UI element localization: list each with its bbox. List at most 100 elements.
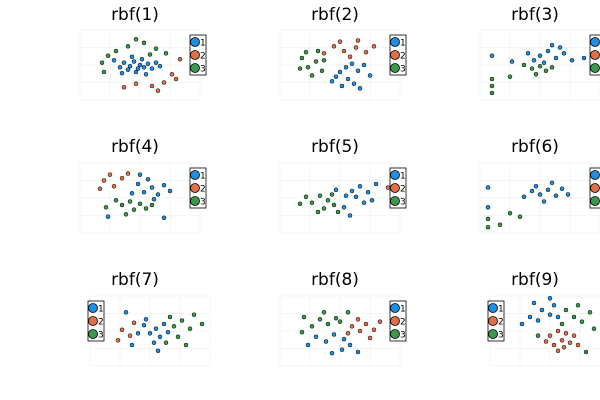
legend-marker-1 <box>590 37 600 47</box>
series-3 <box>297 192 341 215</box>
scatter-point <box>191 312 197 317</box>
scatter-point <box>541 199 547 204</box>
scatter-point <box>161 321 167 327</box>
legend-marker-3 <box>190 196 200 206</box>
scatter-point <box>363 49 369 55</box>
scatter-point <box>575 342 581 348</box>
legend-marker-2 <box>390 183 400 193</box>
series-2 <box>345 317 383 341</box>
panel-title-9: rbf(9) <box>511 270 559 290</box>
scatter-point <box>129 191 135 196</box>
scatter-point <box>337 39 343 44</box>
scatter-point <box>549 42 555 48</box>
legend: 1 2 3 <box>389 34 407 76</box>
scatter-point <box>529 188 535 194</box>
scatter-point <box>537 192 543 197</box>
scatter-point <box>121 84 127 90</box>
legend-label-3: 3 <box>200 65 206 75</box>
scatter-point <box>355 317 361 322</box>
legend: 1 2 3 <box>389 300 407 342</box>
scatter-point <box>187 326 193 331</box>
scatter-point <box>149 66 155 71</box>
panel-7: 1 2 3 <box>87 295 211 367</box>
scatter-point <box>157 63 163 69</box>
legend-label-3: 3 <box>400 65 406 75</box>
legend-marker-2 <box>488 316 498 326</box>
scatter-point <box>151 196 157 202</box>
scatter-point <box>541 60 547 65</box>
scatter-point <box>367 73 373 78</box>
scatter-point <box>329 350 335 356</box>
scatter-point <box>175 334 181 340</box>
legend-label-3: 3 <box>98 331 104 341</box>
scatter-point <box>347 342 353 348</box>
panel-3: 123 <box>479 29 600 101</box>
scatter-point <box>127 333 133 338</box>
scatter-point <box>331 44 337 49</box>
scatter-point <box>113 198 119 203</box>
scatter-point <box>141 322 147 328</box>
panels: 123123123123123123123123123 <box>79 29 600 367</box>
scatter-point <box>349 324 355 329</box>
scatter-point <box>133 81 139 86</box>
scatter-point <box>183 342 189 348</box>
legend-label-1: 1 <box>200 39 206 49</box>
scatter-point <box>543 339 549 344</box>
scatter-point <box>143 72 149 77</box>
scatter-point <box>371 327 377 333</box>
scatter-point <box>555 348 561 354</box>
scatter-point <box>509 59 515 64</box>
scatter-point <box>119 175 125 181</box>
scatter-point <box>357 184 363 189</box>
scatter-point <box>321 51 327 56</box>
scatter-point <box>167 188 173 194</box>
scatter-point <box>485 185 491 190</box>
legend-marker-3 <box>390 63 400 73</box>
scatter-point <box>507 74 513 79</box>
legend-marker-1 <box>190 170 200 180</box>
scatter-point <box>339 83 345 89</box>
scatter-point <box>303 49 309 55</box>
legend-label-1: 1 <box>400 39 406 49</box>
scatter-point <box>559 321 565 327</box>
scatter-point <box>547 333 553 338</box>
scatter-point <box>301 314 307 320</box>
scatter-point <box>137 201 143 207</box>
scatter-point <box>313 59 319 64</box>
scatter-point <box>309 73 315 78</box>
scatter-point <box>569 58 575 63</box>
scatter-point <box>329 79 335 84</box>
scatter-point <box>151 340 157 345</box>
scatter-point <box>127 63 133 69</box>
scatter-point <box>321 206 327 211</box>
series-2 <box>543 328 581 354</box>
scatter-point <box>357 86 363 91</box>
series-1 <box>519 296 561 327</box>
scatter-point <box>135 331 141 336</box>
scatter-point <box>575 303 581 308</box>
legend-label-2: 2 <box>200 185 206 195</box>
panel-8: 1 2 3 <box>279 295 407 367</box>
legend-marker-3 <box>590 63 600 73</box>
scatter-point <box>561 51 567 56</box>
scatter-point <box>551 342 557 348</box>
scatter-point <box>369 198 375 203</box>
scatter-point <box>579 319 585 324</box>
scatter-point <box>571 314 577 320</box>
scatter-point <box>373 181 379 187</box>
scatter-point <box>147 331 153 336</box>
scatter-point <box>339 347 345 352</box>
panel-title-8: rbf(8) <box>311 270 359 290</box>
legend-marker-1 <box>488 303 498 313</box>
scatter-point <box>309 200 315 205</box>
legend: 1 2 3 <box>189 34 207 76</box>
scatter-point <box>101 178 107 183</box>
scatter-point <box>563 307 569 313</box>
scatter-point <box>157 334 163 340</box>
scatter-point <box>119 327 125 333</box>
scatter-point <box>315 48 321 54</box>
scatter-point <box>137 62 143 68</box>
panel-4: 1 2 3 <box>79 162 207 234</box>
scatter-point <box>133 69 139 75</box>
legend-marker-1 <box>390 170 400 180</box>
